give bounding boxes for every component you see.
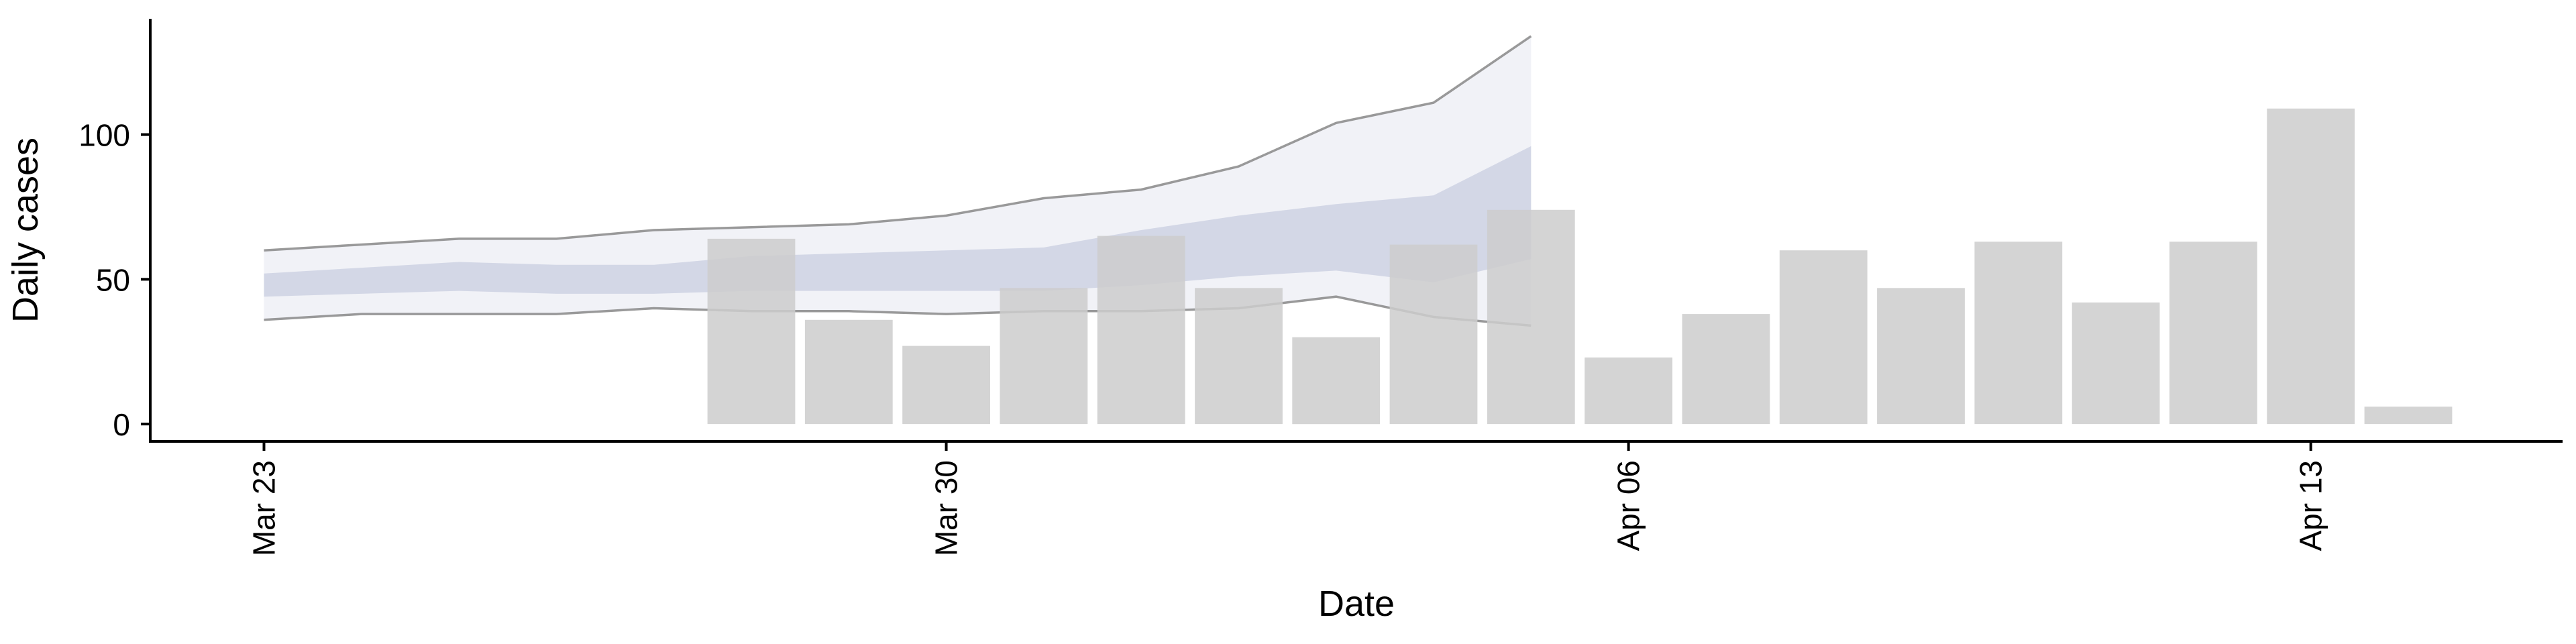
y-tick-label: 100 bbox=[78, 118, 130, 153]
y-axis-title: Daily cases bbox=[5, 138, 46, 323]
daily-case-bars bbox=[707, 108, 2453, 425]
y-axis-ticks: 0 50 100 bbox=[78, 118, 150, 442]
bar bbox=[2267, 108, 2355, 425]
x-tick-label: Mar 30 bbox=[929, 460, 964, 556]
y-tick-label: 0 bbox=[113, 407, 130, 442]
forecast-upper-line bbox=[264, 35, 1532, 252]
bar bbox=[2364, 407, 2453, 425]
axes bbox=[149, 19, 2563, 443]
x-tick-label: Apr 13 bbox=[2294, 460, 2328, 551]
bar bbox=[804, 319, 893, 425]
bar bbox=[1389, 244, 1478, 425]
bar bbox=[1585, 357, 1672, 425]
y-tick-label: 50 bbox=[96, 262, 130, 297]
x-axis-ticks: Mar 23 Mar 30 Apr 06 Apr 13 bbox=[247, 441, 2328, 556]
bar bbox=[1877, 288, 1965, 425]
x-tick-label: Mar 23 bbox=[247, 460, 282, 556]
bar bbox=[1292, 337, 1381, 425]
x-tick-label: Apr 06 bbox=[1611, 460, 1646, 551]
bar bbox=[1000, 288, 1088, 425]
forecast-lower-line bbox=[264, 295, 1532, 327]
bar bbox=[707, 238, 796, 425]
x-axis-title: Date bbox=[1318, 584, 1395, 624]
bar bbox=[2072, 302, 2160, 425]
bar bbox=[2169, 241, 2257, 425]
bar bbox=[902, 345, 990, 425]
forecast-inner-band bbox=[264, 146, 1532, 297]
bar bbox=[1195, 288, 1283, 425]
forecast-bands bbox=[264, 35, 1532, 327]
bar bbox=[1974, 241, 2063, 425]
bar bbox=[1779, 250, 1868, 425]
bar bbox=[1682, 314, 1770, 425]
bar bbox=[1487, 209, 1575, 425]
bar bbox=[1097, 235, 1185, 425]
